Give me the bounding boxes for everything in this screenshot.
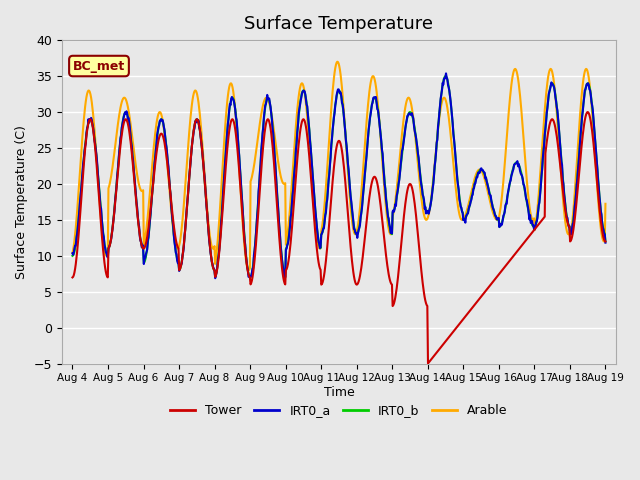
IRT0_a <box>68 251 76 256</box>
Line: Tower: Tower <box>72 112 605 363</box>
Legend: Tower, IRT0_a, IRT0_b, Arable: Tower, IRT0_a, IRT0_b, Arable <box>165 399 513 422</box>
IRT0_b <box>442 73 449 79</box>
Arable <box>333 59 341 65</box>
Tower <box>378 215 386 220</box>
Tower <box>101 265 109 271</box>
Arable <box>101 251 109 256</box>
IRT0_b <box>246 275 253 280</box>
Arable <box>474 168 482 173</box>
Line: Arable: Arable <box>72 62 605 270</box>
Line: IRT0_a: IRT0_a <box>72 73 605 278</box>
IRT0_b <box>68 253 76 259</box>
Tower <box>68 275 76 280</box>
IRT0_b <box>379 155 387 160</box>
IRT0_a <box>474 170 482 176</box>
IRT0_a <box>442 71 450 76</box>
Arable <box>410 116 417 121</box>
IRT0_a <box>211 276 219 281</box>
X-axis label: Time: Time <box>324 386 355 399</box>
IRT0_b <box>602 239 609 244</box>
IRT0_b <box>529 223 536 228</box>
IRT0_b <box>101 244 109 250</box>
Arable <box>244 267 252 273</box>
Arable <box>380 172 387 178</box>
Tower <box>408 185 416 191</box>
Arable <box>529 217 536 223</box>
Y-axis label: Surface Temperature (C): Surface Temperature (C) <box>15 125 28 279</box>
Text: BC_met: BC_met <box>73 60 125 72</box>
Tower <box>424 360 432 366</box>
IRT0_a <box>529 222 536 228</box>
Tower <box>602 239 609 244</box>
Line: IRT0_b: IRT0_b <box>72 76 605 277</box>
IRT0_b <box>409 115 417 120</box>
IRT0_a <box>101 245 109 251</box>
IRT0_a <box>393 193 401 199</box>
IRT0_b <box>393 195 401 201</box>
Arable <box>602 201 609 207</box>
IRT0_a <box>409 113 417 119</box>
IRT0_a <box>379 151 387 156</box>
Tower <box>584 109 591 115</box>
Tower <box>474 299 481 304</box>
Title: Surface Temperature: Surface Temperature <box>244 15 433 33</box>
Tower <box>392 290 400 296</box>
Arable <box>394 180 401 186</box>
Tower <box>528 230 536 236</box>
IRT0_b <box>474 170 482 176</box>
Arable <box>68 250 76 256</box>
IRT0_a <box>602 240 609 246</box>
